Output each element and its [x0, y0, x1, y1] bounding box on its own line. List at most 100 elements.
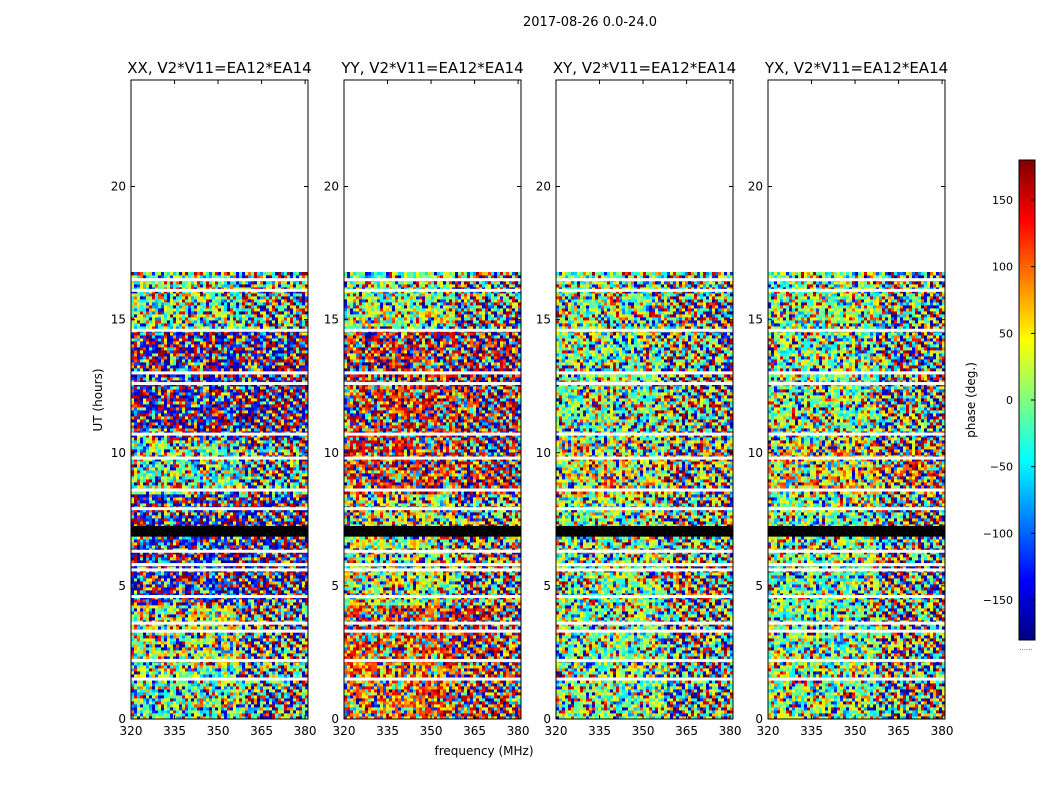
heatmap-cell [254, 662, 257, 665]
panels: XX, V2*V11=EA12*EA14320 335 350 365 38005101… [111, 59, 954, 738]
heatmap-cell [302, 689, 305, 692]
heatmap-cell [167, 689, 170, 692]
heatmap-cell [248, 698, 251, 701]
heatmap-cell [140, 713, 143, 716]
heatmap-cell [206, 674, 209, 677]
heatmap-cell [149, 668, 152, 671]
heatmap-cell [281, 662, 284, 665]
heatmap-cell [203, 674, 206, 677]
heatmap-cell [152, 686, 155, 689]
heatmap-cell [215, 710, 218, 713]
heatmap-cell [182, 686, 185, 689]
heatmap-cell [263, 692, 266, 695]
heatmap-cell [299, 662, 302, 665]
heatmap-cell [212, 674, 215, 677]
heatmap-cell [260, 683, 263, 686]
heatmap-cell [182, 662, 185, 665]
heatmap-cell [206, 701, 209, 704]
heatmap-cell [164, 704, 167, 707]
heatmap-cell [242, 683, 245, 686]
heatmap-cell [296, 689, 299, 692]
heatmap-cell [248, 683, 251, 686]
heatmap-cell [170, 695, 173, 698]
heatmap-cell [290, 704, 293, 707]
heatmap-cell [173, 668, 176, 671]
heatmap-cell [209, 662, 212, 665]
heatmap-cell [143, 713, 146, 716]
heatmap-cell [140, 695, 143, 698]
heatmap-cell [206, 686, 209, 689]
heatmap-cell [170, 686, 173, 689]
heatmap-cell [134, 671, 137, 674]
heatmap-cell [185, 710, 188, 713]
heatmap-cell [257, 713, 260, 716]
heatmap-cell [179, 668, 182, 671]
heatmap-cell [218, 710, 221, 713]
heatmap-cell [275, 686, 278, 689]
heatmap-cell [257, 662, 260, 665]
heatmap-cell [155, 683, 158, 686]
heatmap-cell [200, 689, 203, 692]
heatmap-cell [188, 707, 191, 710]
heatmap-cell [176, 674, 179, 677]
heatmap-cell [296, 701, 299, 704]
heatmap-cell [200, 674, 203, 677]
heatmap-cell [260, 671, 263, 674]
heatmap-cell [164, 662, 167, 665]
heatmap-cell [161, 704, 164, 707]
heatmap-cell [260, 656, 263, 659]
heatmap-cell [206, 710, 209, 713]
heatmap-cell [281, 689, 284, 692]
heatmap-cell [290, 665, 293, 668]
heatmap-cell [260, 689, 263, 692]
heatmap-cell [143, 710, 146, 713]
heatmap-cell [293, 695, 296, 698]
heatmap-cell [278, 686, 281, 689]
heatmap-cell [254, 656, 257, 659]
heatmap-cell [254, 683, 257, 686]
heatmap-cell [263, 701, 266, 704]
heatmap-cell [137, 704, 140, 707]
heatmap-cell [281, 692, 284, 695]
heatmap-cell [296, 710, 299, 713]
heatmap-cell [191, 665, 194, 668]
heatmap-cell [146, 668, 149, 671]
heatmap-cell [206, 689, 209, 692]
heatmap-cell [293, 668, 296, 671]
heatmap-cell [200, 710, 203, 713]
heatmap-cell [167, 692, 170, 695]
heatmap-cell [161, 686, 164, 689]
heatmap-cell [284, 686, 287, 689]
heatmap-cell [215, 695, 218, 698]
heatmap-cell [140, 662, 143, 665]
heatmap-cell [134, 710, 137, 713]
heatmap-cell [191, 701, 194, 704]
heatmap-cell [242, 692, 245, 695]
heatmap-cell [215, 698, 218, 701]
heatmap-cell [137, 665, 140, 668]
heatmap-cell [254, 689, 257, 692]
heatmap-cell [299, 701, 302, 704]
heatmap-cell [149, 704, 152, 707]
heatmap-cell [134, 704, 137, 707]
heatmap-cell [197, 695, 200, 698]
heatmap-cell [212, 671, 215, 674]
heatmap-cell [173, 686, 176, 689]
heatmap-cell [203, 662, 206, 665]
heatmap-cell [194, 704, 197, 707]
heatmap-cell [245, 692, 248, 695]
heatmap-cell [281, 668, 284, 671]
heatmap-cell [155, 704, 158, 707]
heatmap-cell [263, 662, 266, 665]
heatmap-cell [200, 662, 203, 665]
heatmap-cell [188, 665, 191, 668]
heatmap-cell [245, 665, 248, 668]
heatmap-cell [146, 689, 149, 692]
heatmap-cell [197, 683, 200, 686]
heatmap-cell [296, 668, 299, 671]
heatmap-cell [215, 692, 218, 695]
heatmap-cell [200, 704, 203, 707]
heatmap-cell [293, 707, 296, 710]
heatmap-cell [290, 671, 293, 674]
heatmap-cell [254, 701, 257, 704]
